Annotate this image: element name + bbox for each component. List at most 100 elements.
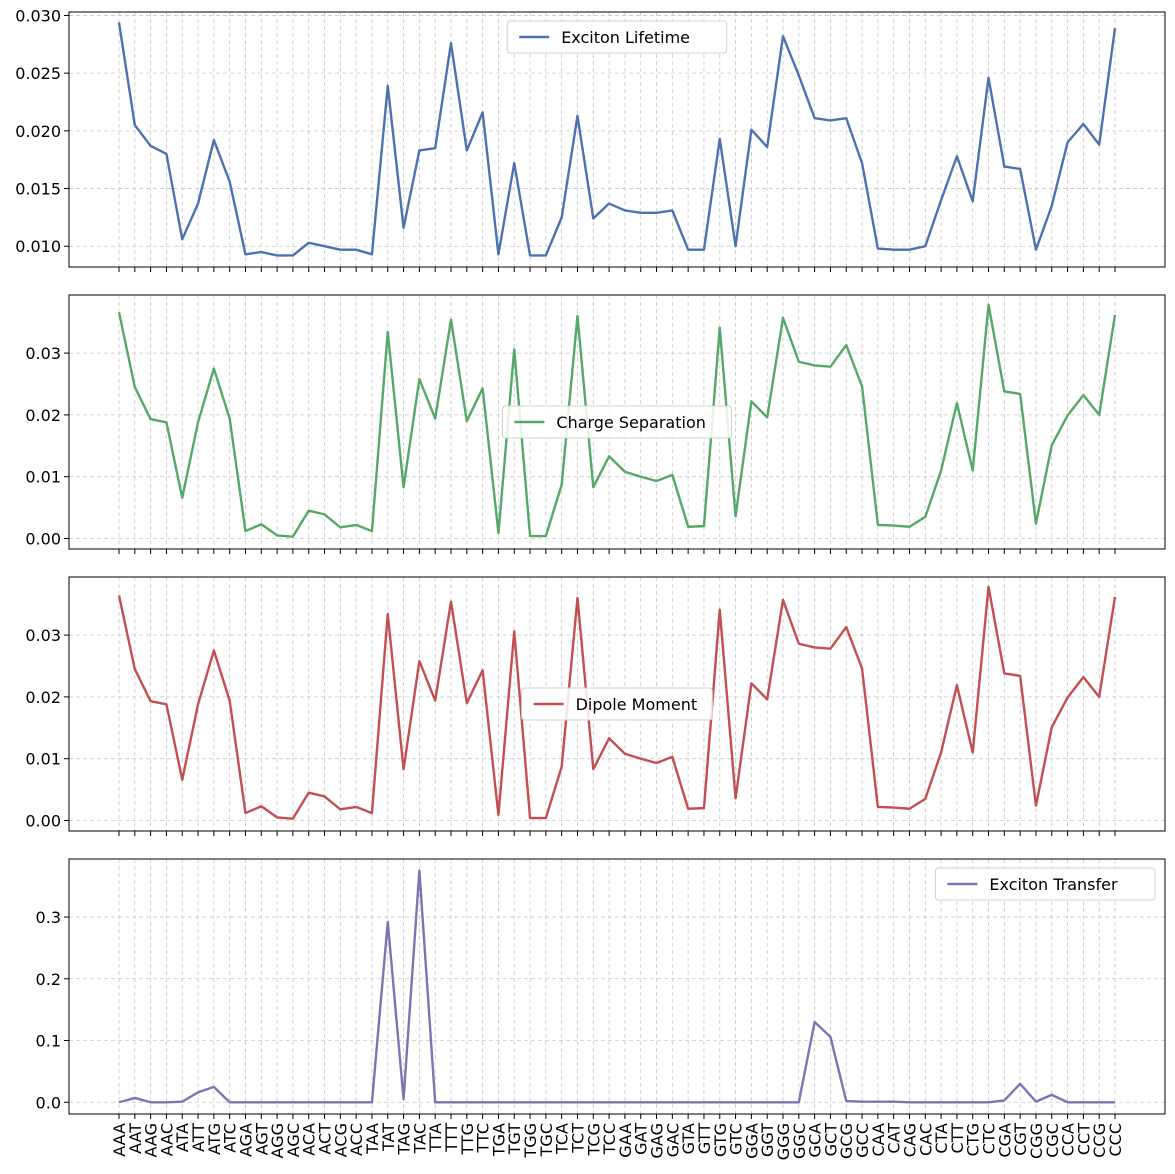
x-tick-label: TCT bbox=[568, 1123, 587, 1154]
x-tick-label: TGC bbox=[537, 1123, 556, 1157]
axes-frame bbox=[68, 11, 1166, 268]
x-tick-label: GCT bbox=[821, 1123, 840, 1157]
x-tick-label: GTG bbox=[711, 1123, 730, 1157]
y-tick-label: 0.2 bbox=[36, 970, 61, 989]
y-tick-label: 0.010 bbox=[15, 237, 61, 256]
x-tick-label: GAC bbox=[663, 1123, 682, 1157]
y-tick-label: 0.02 bbox=[25, 406, 61, 425]
x-tick-label: GAT bbox=[632, 1123, 651, 1155]
x-tick-label: GTA bbox=[679, 1123, 698, 1154]
axes-frame bbox=[68, 576, 1166, 832]
x-tick-label: AGT bbox=[252, 1123, 271, 1155]
x-tick-label: CAC bbox=[916, 1123, 935, 1156]
legend-box bbox=[501, 405, 733, 439]
legend-box bbox=[521, 687, 713, 721]
y-tick-label: 0.020 bbox=[15, 122, 61, 141]
x-tick-label: CCA bbox=[1059, 1123, 1078, 1156]
x-tick-label: TGT bbox=[505, 1123, 524, 1156]
x-tick-label: GTT bbox=[695, 1123, 714, 1154]
y-tick-label: 0.01 bbox=[25, 750, 61, 769]
x-tick-label: AGC bbox=[284, 1123, 303, 1157]
x-tick-label: GCC bbox=[853, 1123, 872, 1158]
x-tick-label: TAG bbox=[395, 1123, 414, 1156]
x-tick-label: TGG bbox=[521, 1123, 540, 1159]
y-tick-label: 0.01 bbox=[25, 468, 61, 487]
x-tick-label: TTC bbox=[474, 1123, 493, 1154]
x-tick-label: GGC bbox=[790, 1123, 809, 1159]
y-tick-label: 0.1 bbox=[36, 1032, 61, 1051]
x-tick-label: ATG bbox=[205, 1123, 224, 1155]
subplot-2: 0.00 0.01 0.02 0.03 Charge Separation bbox=[25, 294, 1166, 554]
x-tick-label: AAC bbox=[157, 1123, 176, 1156]
y-tick-label: 0.00 bbox=[25, 811, 61, 830]
axes-frame bbox=[68, 294, 1166, 550]
x-tick-label: CAA bbox=[869, 1123, 888, 1157]
x-tick-label: TCG bbox=[584, 1123, 603, 1156]
y-tick-label: 0.03 bbox=[25, 344, 61, 363]
axes-frame bbox=[68, 858, 1166, 1115]
x-tick-label: TAT bbox=[379, 1123, 398, 1152]
legend: Charge Separation bbox=[501, 405, 733, 439]
y-tick-label: 0.0 bbox=[36, 1093, 61, 1112]
y-tick-label: 0.015 bbox=[15, 180, 61, 199]
x-tick-label: ACC bbox=[347, 1123, 366, 1156]
x-tick-label: CGC bbox=[1043, 1123, 1062, 1158]
x-tick-label: ATT bbox=[189, 1123, 208, 1152]
subplot-3: 0.00 0.01 0.02 0.03 Dipole Moment bbox=[25, 576, 1166, 836]
subplot-1: 0.010 0.015 0.020 0.025 0.030 Exciton Lifetim… bbox=[15, 6, 1166, 272]
x-tick-label: AAG bbox=[142, 1123, 161, 1157]
legend-label: Exciton Transfer bbox=[989, 875, 1118, 894]
x-tick-label: CCT bbox=[1074, 1123, 1093, 1155]
x-tick-label: TTA bbox=[426, 1123, 445, 1153]
series-line-exciton-lifetime bbox=[117, 22, 1117, 257]
x-tick-label: CTC bbox=[980, 1123, 999, 1154]
y-tick-label: 0.030 bbox=[15, 6, 61, 25]
x-tick-label: GGT bbox=[758, 1123, 777, 1157]
x-tick-label: CTT bbox=[948, 1123, 967, 1154]
x-tick-label: CTG bbox=[964, 1123, 983, 1156]
y-tick-label: 0.025 bbox=[15, 64, 61, 83]
x-tick-label: ATC bbox=[221, 1123, 240, 1153]
x-tick-label: AAT bbox=[126, 1123, 145, 1154]
legend-label: Charge Separation bbox=[556, 413, 706, 432]
series-line-exciton-transfer bbox=[118, 869, 1115, 1104]
subplot-4: 0.0 0.1 0.2 0.3 Exciton Transfer AAAAATAAGAAC… bbox=[36, 858, 1166, 1160]
x-tick-label: GCA bbox=[806, 1123, 825, 1158]
legend-label: Dipole Moment bbox=[576, 695, 698, 714]
legend: Exciton Lifetime bbox=[506, 20, 728, 54]
x-tick-label: TCA bbox=[553, 1123, 572, 1155]
x-tick-label: TAA bbox=[363, 1123, 382, 1155]
legend-label: Exciton Lifetime bbox=[561, 28, 690, 47]
x-tick-label: TTT bbox=[442, 1123, 461, 1153]
x-tick-label: GAA bbox=[616, 1123, 635, 1158]
x-tick-label: ACG bbox=[331, 1123, 350, 1157]
legend: Dipole Moment bbox=[521, 687, 713, 721]
x-tick-label: AGG bbox=[268, 1123, 287, 1158]
y-tick-label: 0.3 bbox=[36, 908, 61, 927]
x-tick-label: GTC bbox=[727, 1123, 746, 1155]
x-tick-label: TGA bbox=[489, 1123, 508, 1157]
x-tick-label: CAG bbox=[900, 1123, 919, 1157]
x-tick-label: ATA bbox=[173, 1123, 192, 1152]
legend: Exciton Transfer bbox=[934, 867, 1156, 901]
x-tick-label: CGG bbox=[1027, 1123, 1046, 1159]
x-tick-label: CGA bbox=[995, 1123, 1014, 1158]
x-tick-label: GCG bbox=[837, 1123, 856, 1159]
x-tick-label: GAG bbox=[648, 1123, 667, 1158]
y-tick-label: 0.00 bbox=[25, 529, 61, 548]
y-tick-label: 0.02 bbox=[25, 688, 61, 707]
x-tick-label: CTA bbox=[932, 1123, 951, 1154]
x-tick-label: AAA bbox=[110, 1123, 129, 1157]
x-tick-label: CCC bbox=[1106, 1123, 1125, 1157]
x-tick-label: GGG bbox=[774, 1123, 793, 1160]
x-tick-label: AGA bbox=[236, 1123, 255, 1157]
legend-box bbox=[934, 867, 1156, 901]
x-tick-label: CGT bbox=[1011, 1123, 1030, 1156]
x-tick-label: CAT bbox=[885, 1123, 904, 1154]
x-tick-label: ACA bbox=[300, 1123, 319, 1156]
series-line-charge-separation bbox=[117, 303, 1117, 538]
y-tick-label: 0.03 bbox=[25, 626, 61, 645]
x-tick-label: GGA bbox=[742, 1123, 761, 1159]
x-tick-label: CCG bbox=[1090, 1123, 1109, 1158]
